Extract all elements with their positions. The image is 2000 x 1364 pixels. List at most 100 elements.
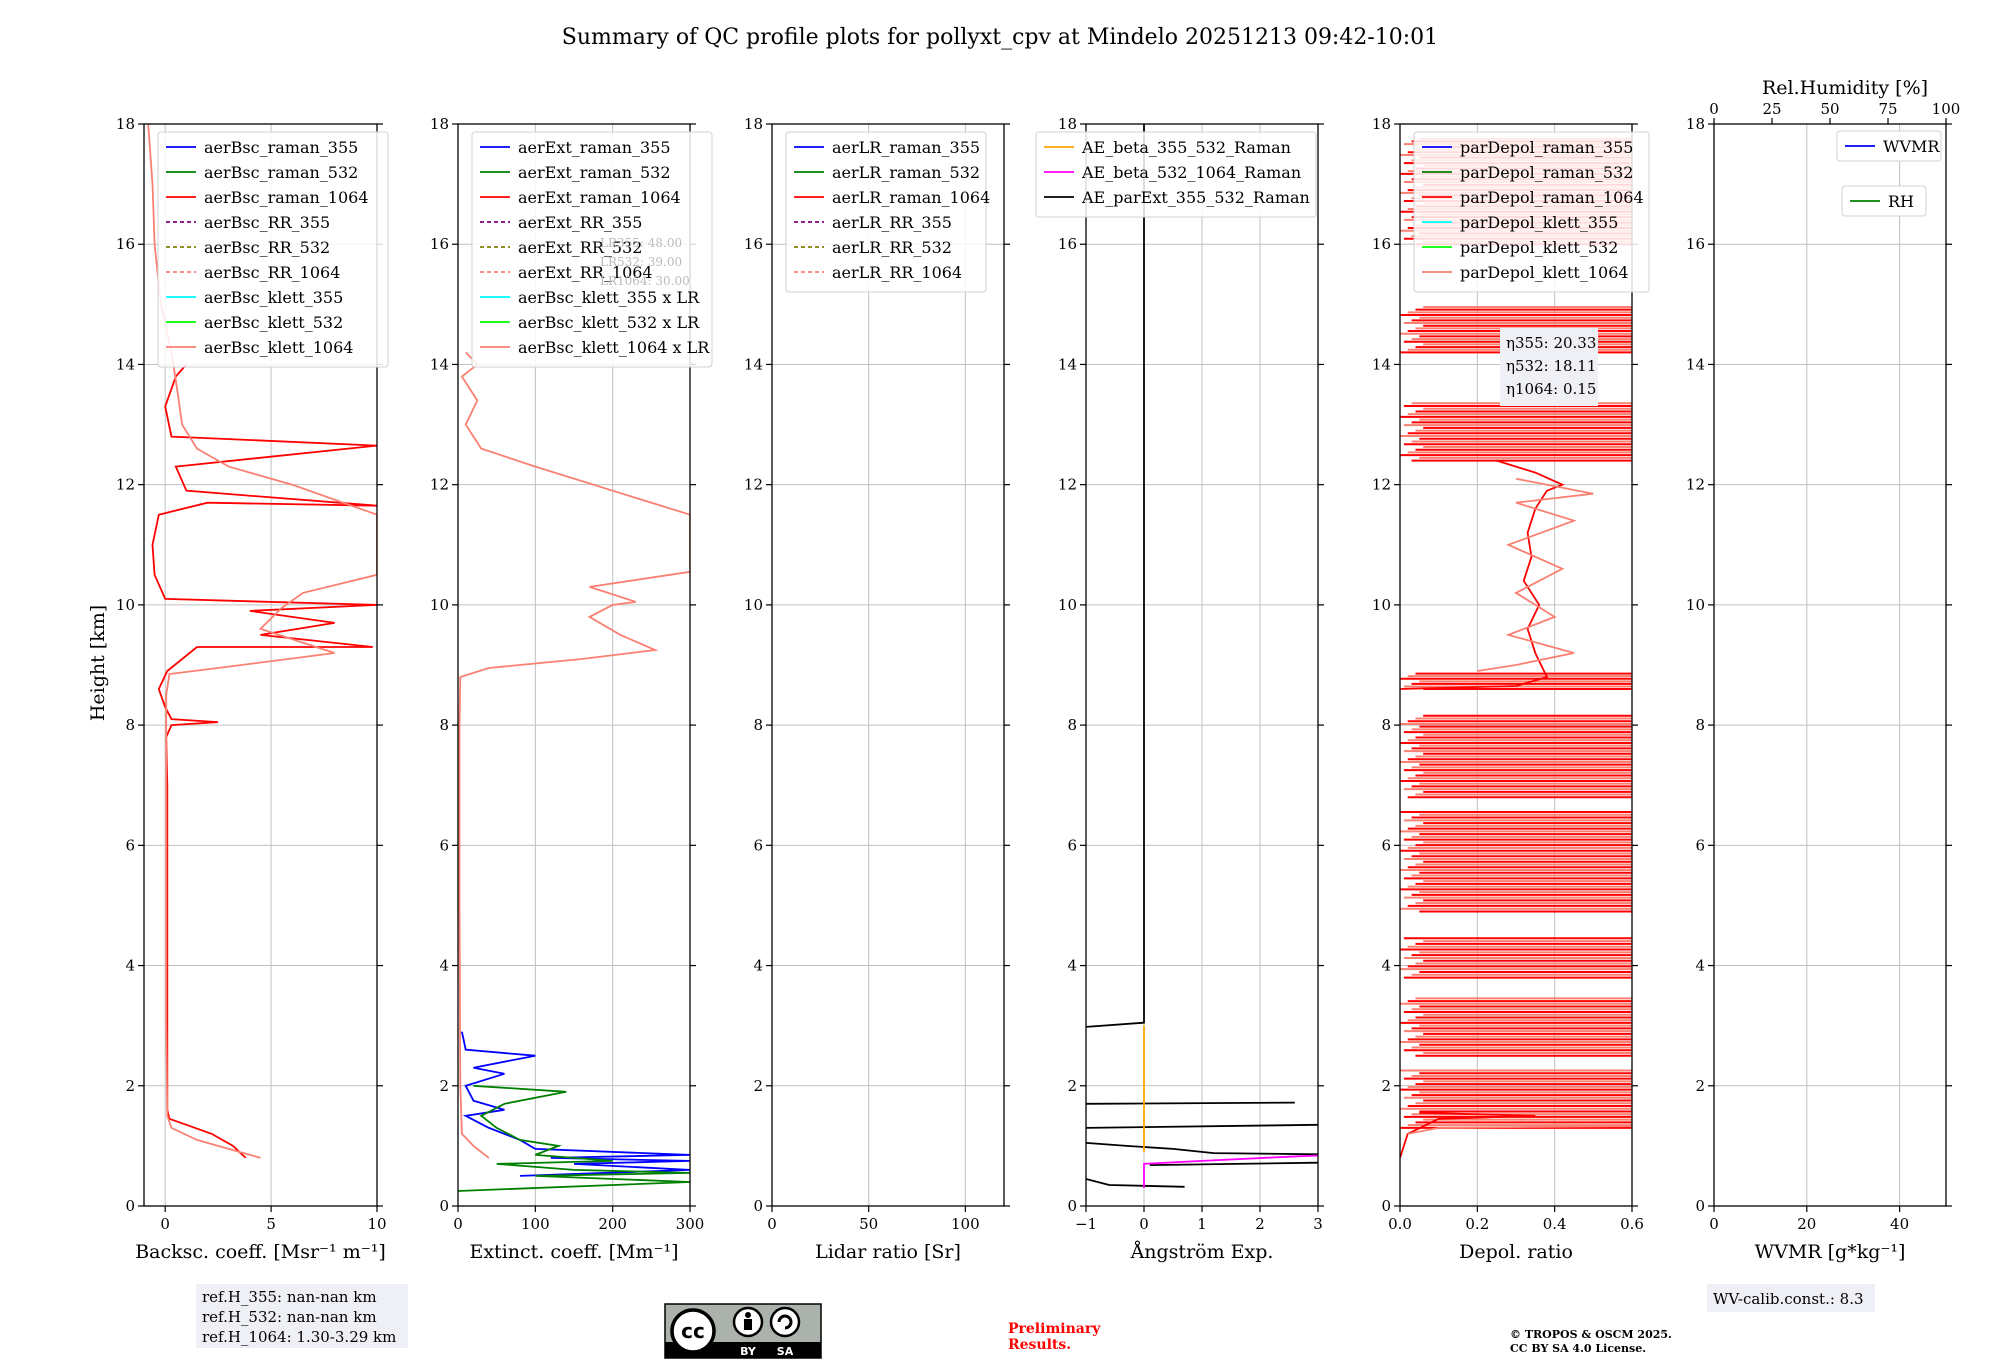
x-tick-label: 100 [521,1215,550,1233]
legend-label: aerLR_RR_1064 [832,263,962,282]
y-tick-label: 2 [1695,1077,1705,1095]
x-tick-label: 3 [1313,1215,1323,1233]
legend-label: WVMR [1883,137,1940,156]
y-tick-label: 12 [116,476,135,494]
y-tick-label: 2 [753,1077,763,1095]
reference-height-box: ref.H_355: nan-nan km ref.H_532: nan-nan… [196,1284,408,1348]
top-axis-label: Rel.Humidity [%] [1762,77,1928,99]
legend-label: aerBsc_raman_532 [204,163,358,182]
legend-label: aerLR_raman_355 [832,138,980,157]
sa-arrow-icon [777,1314,793,1330]
legend-label: aerExt_raman_355 [518,138,671,157]
legend-box [785,131,987,293]
legend-angstrom: AE_beta_355_532_Raman AE_beta_532_1064_Ra… [1035,131,1317,218]
y-tick-label: 10 [744,596,763,614]
axes-frame [143,123,378,1207]
x-tick-label: 0.4 [1543,1215,1567,1233]
y-tick-label: 4 [1381,957,1391,975]
y-tick-label: 0 [125,1197,135,1215]
legend-box [1413,131,1650,293]
x-tick-label: −1 [1075,1215,1097,1233]
legend-box [471,131,713,368]
eta-annotation: η1064: 0.15 [1506,380,1596,398]
y-tick-label: 14 [1058,355,1077,373]
legend-label: aerBsc_RR_1064 [204,263,340,282]
y-tick-label: 6 [1067,836,1077,854]
copyright-line-2: CC BY SA 4.0 License. [1510,1342,1646,1355]
y-tick-label: 8 [439,716,449,734]
y-tick-label: 0 [1067,1197,1077,1215]
axes-frame [1399,123,1633,1207]
x-tick-label: 20 [1797,1215,1816,1233]
x-axis-label-depol: Depol. ratio [1459,1241,1573,1263]
y-tick-label: 2 [1381,1077,1391,1095]
legend-label: parDepol_klett_1064 [1460,263,1629,282]
x-tick-label: 300 [676,1215,705,1233]
y-tick-label: 10 [1686,596,1705,614]
x-tick-label: 0 [1709,1215,1719,1233]
series-AE_parExt_355_532_Raman_low5 [1149,1161,1318,1166]
series-parDepol_raman_1064 [1400,1111,1536,1159]
y-tick-label: 16 [430,235,449,253]
y-tick-label: 4 [439,957,449,975]
y-tick-label: 0 [439,1197,449,1215]
legend-label: parDepol_klett_355 [1460,213,1618,232]
y-tick-label: 8 [1067,716,1077,734]
legend-label: aerBsc_RR_532 [204,238,330,257]
x-axis-label-backscatter: Backsc. coeff. [Msr⁻¹ m⁻¹] [135,1241,386,1263]
panel-backscatter: 0 2 4 6 8 10 12 14 16 18 0 5 10 Backsc. coeff. [Msr⁻¹… [116,115,389,1263]
y-tick-label: 16 [744,235,763,253]
eta-annotation: η355: 20.33 [1506,334,1596,352]
y-tick-label: 2 [1067,1077,1077,1095]
cc-by-sa-logo: cc BY SA [664,1303,822,1359]
y-tick-label: 16 [1686,235,1705,253]
x-tick-label: 0 [160,1215,170,1233]
sa-share-icon [769,1306,801,1338]
y-tick-label: 18 [744,115,763,133]
x-tick-label: 5 [266,1215,276,1233]
y-tick-label: 18 [1686,115,1705,133]
legend-label: aerExt_RR_1064 [518,263,653,282]
cc-by-text: BY [740,1345,757,1358]
wv-calib-const: WV-calib.const.: 8.3 [1713,1290,1864,1308]
y-tick-label: 16 [1058,235,1077,253]
series-AE_beta_532_1064_Raman [1143,1154,1318,1188]
x-tick-label: 0.2 [1465,1215,1489,1233]
y-tick-label: 4 [1695,957,1705,975]
y-tick-label: 14 [1372,355,1391,373]
y-tick-label: 2 [125,1077,135,1095]
eta-box [1500,328,1598,406]
panel-depol: 0 2 4 6 8 10 12 14 16 18 0.0 0.2 0.4 0.6 Depol. ratio p… [1372,115,1650,1263]
plot-area-extinction [458,351,690,1192]
legend-label: aerBsc_klett_1064 x LR [518,338,710,357]
by-person-head [745,1312,751,1318]
y-axis-label: Height [km] [87,605,109,721]
x-axis-label-extinction: Extinct. coeff. [Mm⁻¹] [469,1241,678,1263]
y-tick-label: 6 [1381,836,1391,854]
lr-annotation: LR532: 39.00 [600,255,682,269]
y-tick-label: 10 [116,596,135,614]
legend-extinction: aerExt_raman_355 aerExt_raman_532 aerExt_r… [471,131,713,368]
series-aerExt_raman_532 [458,1084,690,1192]
legend-label: parDepol_raman_1064 [1460,188,1644,207]
y-tick-label: 18 [116,115,135,133]
preliminary-label: Preliminary [1008,1321,1101,1337]
y-tick-label: 6 [439,836,449,854]
series-parDepol_raman_1064_cloud [1400,459,1565,690]
y-tick-label: 10 [1372,596,1391,614]
legend-label: parDepol_raman_532 [1460,163,1633,182]
x-tick-label: 0.6 [1620,1215,1644,1233]
axes-frame [771,123,1005,1207]
lr-annotation: LR355: 48.00 [600,236,682,250]
top-x-tick-label: 25 [1762,100,1781,118]
series-parDepol_klett_1064 [1407,1125,1632,1135]
y-tick-label: 8 [1695,716,1705,734]
legend-depol: parDepol_raman_355 parDepol_raman_532 parD… [1413,131,1650,293]
series-AE_parExt_355_532_Raman_low3 [1086,1142,1318,1156]
legend-box [1841,185,1927,217]
axes-frame [1713,123,1947,1207]
legend-label: aerExt_raman_1064 [518,188,681,207]
legend-label: aerExt_raman_532 [518,163,671,182]
y-tick-label: 4 [1067,957,1077,975]
